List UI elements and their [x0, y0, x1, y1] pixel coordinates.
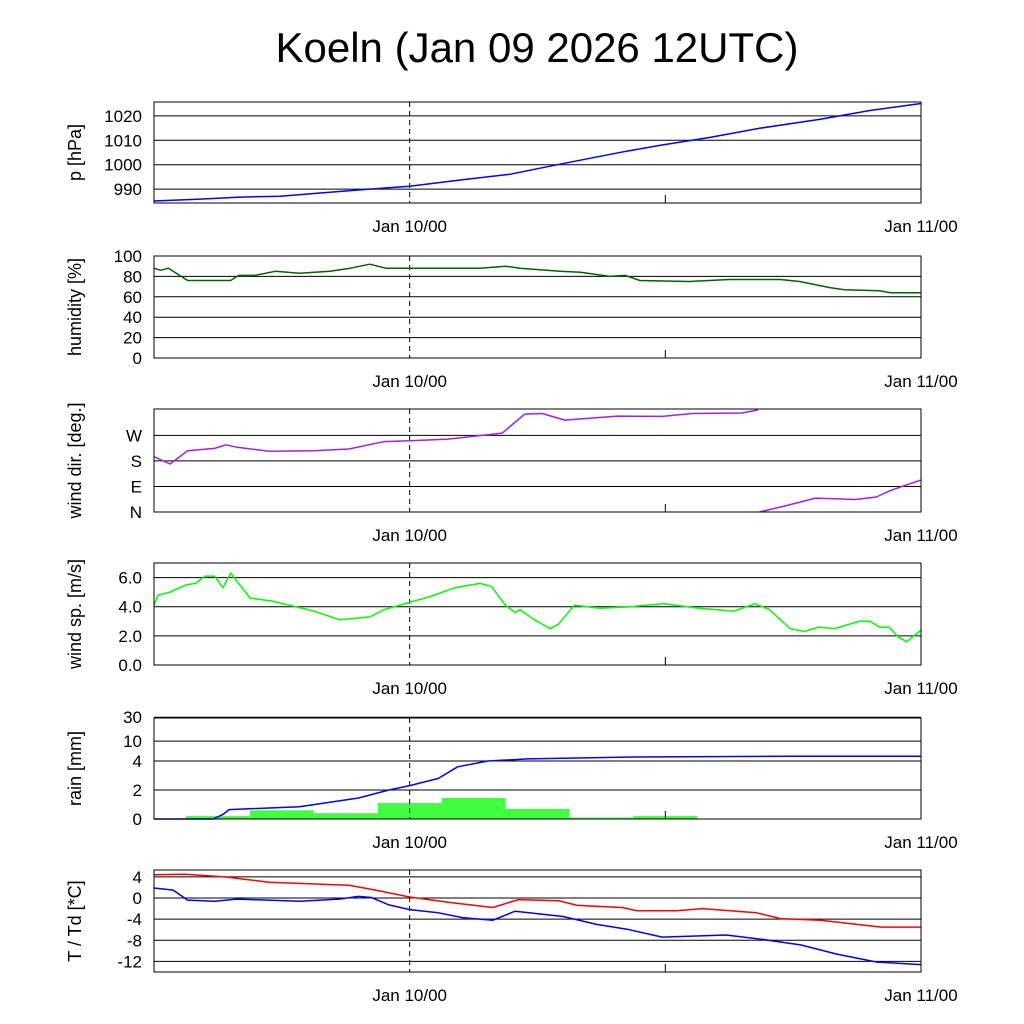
panel-rain: 0 2 410 30 Jan 10/00 Jan 11/00 rain [mm] [65, 708, 958, 852]
plot-frame [153, 408, 922, 513]
plot-frame [153, 562, 922, 666]
y-axis-label: wind sp. [m/s] [65, 559, 85, 670]
rain-bar [313, 813, 378, 819]
chart-title: Koeln (Jan 09 2026 12UTC) [275, 24, 799, 71]
plot-frame [153, 255, 922, 359]
series-temperature [153, 873, 921, 928]
y-tick-label: 0 [133, 349, 142, 368]
y-tick-label: 100 [114, 247, 142, 266]
x-tick-label: Jan 10/00 [372, 833, 447, 852]
x-tick-label: Jan 10/00 [372, 986, 447, 1005]
x-tick-label: Jan 11/00 [884, 833, 957, 852]
panel-pressure: 990 1000 1010 1020 Jan 10/00 Jan 11/00 p [hPa] [65, 101, 958, 236]
y-tick-label: 40 [123, 308, 142, 327]
rain-bar [569, 817, 634, 819]
y-tick-label: 0 [133, 889, 142, 908]
y-axis-label: T / Td [*C] [65, 880, 85, 961]
panel-wind_speed: 0.0 2.0 4.0 6.0 Jan 10/00 Jan 11/00 wind sp. [… [65, 559, 958, 698]
series-humidity [153, 263, 921, 294]
y-tick-label: 30 [123, 708, 142, 727]
panel-temperature: -12 -8 -4 0 4 Jan 10/00 Jan 11/00 T / Td [*C] [65, 868, 958, 1005]
rain-bar [249, 810, 314, 819]
y-tick-label: 1000 [104, 156, 142, 175]
series-pressure [153, 102, 922, 202]
y-tick-label: 1020 [104, 107, 142, 126]
y-tick-label: 1010 [104, 131, 142, 150]
y-tick-label: -4 [127, 910, 142, 929]
rain-bar [441, 797, 506, 819]
x-tick-label: Jan 11/00 [884, 526, 957, 545]
y-tick-label: 0.0 [118, 656, 142, 675]
y-axis-label: rain [mm] [65, 731, 85, 806]
y-tick-label: 80 [123, 267, 142, 286]
x-tick-label: Jan 10/00 [372, 526, 447, 545]
series-accumulated-rain [154, 755, 921, 820]
series-wind-speed [153, 572, 922, 643]
rain-bar [505, 808, 570, 819]
y-tick-label: W [126, 426, 142, 445]
x-tick-label: Jan 11/00 [884, 986, 957, 1005]
y-tick-label: -12 [117, 952, 142, 971]
y-tick-label: 10 [123, 732, 142, 751]
y-tick-label: 2.0 [118, 627, 142, 646]
y-axis-label: p [hPa] [65, 124, 85, 181]
x-tick-label: Jan 10/00 [372, 679, 447, 698]
x-tick-label: Jan 10/00 [372, 372, 447, 391]
y-tick-label: 990 [114, 180, 142, 199]
y-tick-label: S [131, 452, 142, 471]
y-tick-label: 0 [133, 810, 142, 829]
series-wind-direction [153, 409, 922, 513]
x-tick-label: Jan 11/00 [884, 679, 957, 698]
y-tick-label: -8 [127, 931, 142, 950]
y-tick-label: 2 [133, 781, 142, 800]
x-tick-label: Jan 11/00 [884, 372, 957, 391]
plot-frame [153, 869, 922, 973]
series-dew-point [153, 887, 922, 966]
x-tick-label: Jan 10/00 [372, 217, 447, 236]
plot-frame [153, 101, 922, 204]
y-tick-label: N [130, 503, 142, 522]
y-tick-label: 20 [123, 329, 142, 348]
plot-frame [153, 717, 922, 820]
y-axis-label: wind dir. [deg.] [65, 402, 85, 519]
y-tick-label: 60 [123, 288, 142, 307]
y-axis-label: humidity [%] [65, 258, 85, 356]
x-tick-label: Jan 11/00 [884, 217, 957, 236]
y-tick-label: E [131, 477, 142, 496]
y-tick-label: 4 [133, 868, 142, 887]
y-tick-label: 4.0 [118, 598, 142, 617]
y-tick-label: 4 [133, 752, 142, 771]
y-tick-label: 6.0 [118, 569, 142, 588]
